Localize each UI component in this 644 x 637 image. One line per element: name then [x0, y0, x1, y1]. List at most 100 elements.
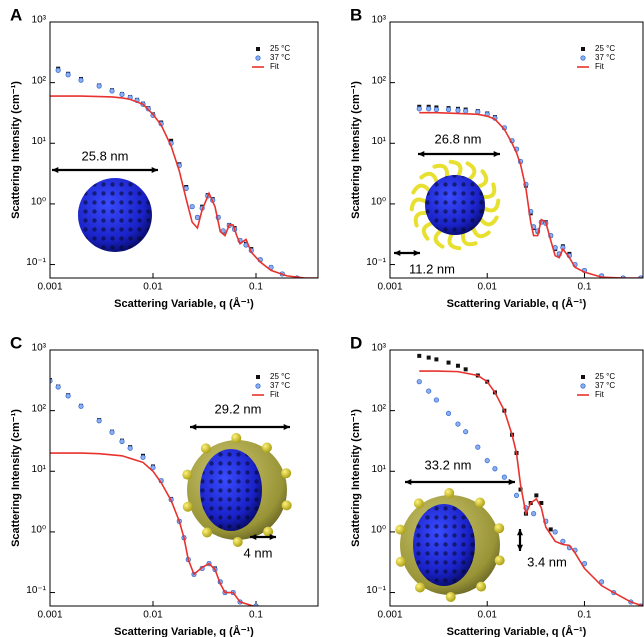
data-point: [119, 438, 125, 445]
data-point: [55, 384, 61, 390]
y-tick-label: 10⁰: [371, 525, 386, 536]
x-axis-title: Scattering Variable, q (Å⁻¹): [447, 625, 587, 637]
y-tick-label: 10³: [32, 15, 47, 26]
annotation: 26.8 nm: [435, 131, 482, 146]
data-point: [445, 410, 452, 417]
data-point: [518, 487, 523, 492]
fit-line: [419, 370, 643, 606]
axes-frame: [389, 349, 644, 607]
arrow-head: [418, 150, 425, 158]
data-point: [445, 106, 452, 113]
data-point: [96, 83, 102, 89]
data-point: [65, 72, 71, 78]
panel: C 10⁻¹ 10⁰ 10¹ 10² 10³ 0.001 0.01 0.1 Scattering …: [10, 333, 319, 637]
legend-swatch: [581, 375, 585, 379]
legend-swatch: [256, 47, 260, 51]
data-point: [539, 500, 544, 505]
data-point: [426, 355, 431, 360]
panel: A 10⁻¹ 10⁰ 10¹ 10² 10³ 0.001 0.01 0.1 Scattering …: [10, 5, 319, 310]
data-point: [272, 606, 276, 610]
data-point: [531, 511, 537, 517]
legend-swatch: [580, 55, 586, 61]
capsid-texture: [425, 175, 485, 235]
shell-knob: [395, 556, 406, 567]
plot-area: [416, 353, 643, 606]
y-tick-label: 10⁰: [31, 525, 46, 536]
x-axis-title: Scattering Variable, q (Å⁻¹): [114, 297, 254, 310]
legend-label: Fit: [270, 62, 280, 71]
y-axis-title: Scattering Intensity (cm⁻¹): [10, 409, 22, 547]
axes-frame: [49, 21, 319, 279]
axes-frame: [49, 349, 319, 607]
x-tick-label: 0.001: [377, 282, 402, 293]
shell-knob: [476, 581, 487, 592]
data-point: [310, 277, 314, 278]
legend-label: 25 °C: [595, 44, 615, 53]
data-point: [455, 107, 461, 113]
x-tick-label: 0.01: [477, 610, 497, 621]
shell-knob: [182, 501, 193, 512]
shell-knob: [444, 488, 455, 499]
panel-label: D: [350, 333, 362, 352]
arrow-head: [405, 478, 412, 486]
y-tick-label: 10⁻¹: [26, 585, 46, 596]
y-tick-label: 10²: [32, 403, 47, 414]
shell-knob: [232, 536, 243, 547]
shell-knob: [182, 469, 193, 480]
data-point: [78, 77, 84, 83]
arrow-head: [508, 478, 515, 486]
data-point: [65, 393, 71, 399]
x-tick-label: 0.001: [377, 610, 402, 621]
y-tick-label: 10²: [372, 75, 387, 86]
legend-label: Fit: [595, 62, 605, 71]
capsid-texture: [78, 178, 152, 252]
x-tick-label: 0.01: [143, 282, 163, 293]
shell-knob: [415, 582, 426, 593]
arrow-head: [190, 423, 197, 431]
x-tick-label: 0.01: [143, 610, 163, 621]
shell-knob: [395, 524, 406, 535]
shell-knob: [281, 468, 292, 479]
data-point: [426, 388, 432, 394]
data-point: [492, 466, 498, 472]
annotation: 29.2 nm: [215, 401, 262, 416]
arrow-head: [250, 533, 257, 541]
data-point: [295, 609, 299, 613]
data-point: [463, 429, 469, 435]
data-point: [455, 363, 460, 368]
arrow-head: [516, 529, 524, 536]
core-texture: [200, 449, 262, 531]
panel-label: B: [350, 5, 362, 24]
data-point: [314, 609, 318, 613]
data-point: [189, 204, 195, 210]
x-tick-label: 0.001: [37, 610, 62, 621]
data-point: [416, 379, 422, 385]
data-point: [455, 421, 461, 427]
x-tick-label: 0.01: [477, 282, 497, 293]
axes-frame: [389, 21, 644, 279]
legend-label: 25 °C: [270, 44, 290, 53]
data-point: [119, 91, 125, 97]
arrow-head: [269, 533, 276, 541]
data-point: [416, 106, 422, 112]
shell-knob: [231, 433, 242, 444]
x-tick-label: 0.001: [37, 282, 62, 293]
legend-label: 25 °C: [270, 372, 290, 381]
x-tick-label: 0.1: [249, 282, 263, 293]
data-point: [150, 464, 156, 471]
y-tick-label: 10⁻¹: [366, 257, 386, 268]
legend-label: Fit: [595, 390, 605, 399]
data-point: [127, 445, 133, 451]
y-tick-label: 10¹: [372, 136, 387, 147]
data-point: [475, 109, 481, 115]
data-point: [140, 454, 146, 460]
data-point: [501, 474, 507, 480]
legend-label: Fit: [270, 390, 280, 399]
y-axis-title: Scattering Intensity (cm⁻¹): [350, 409, 362, 547]
data-point: [109, 88, 115, 94]
panel: D 10⁻¹ 10⁰ 10¹ 10² 10³ 0.001 0.01 0.1 Scattering …: [350, 333, 644, 637]
y-tick-label: 10³: [372, 15, 387, 26]
data-point: [433, 106, 439, 113]
annotation: 4 nm: [244, 545, 273, 560]
x-axis-title: Scattering Variable, q (Å⁻¹): [114, 625, 254, 637]
